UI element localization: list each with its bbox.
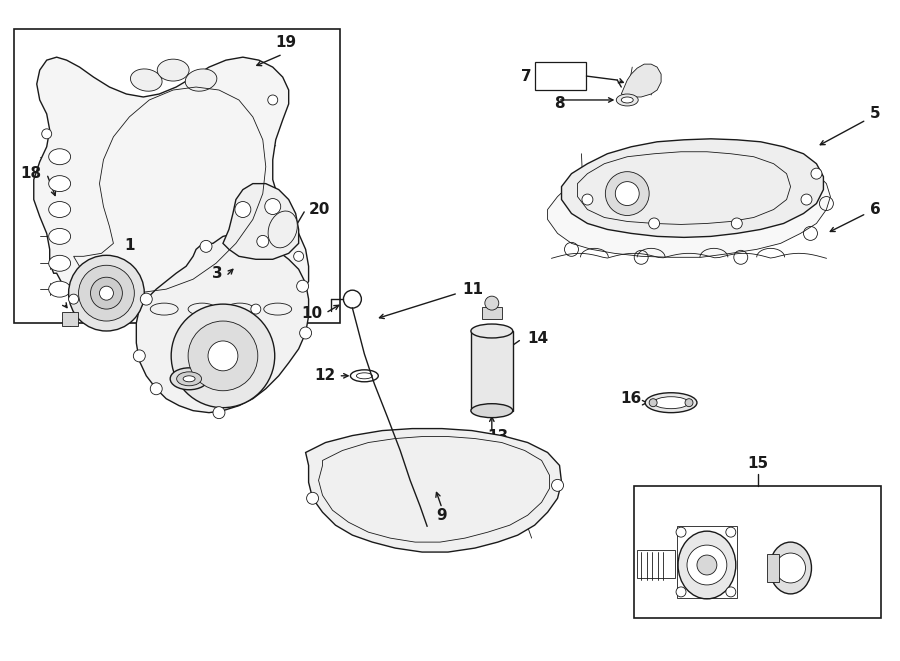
Circle shape — [150, 383, 162, 395]
Ellipse shape — [170, 368, 208, 390]
Text: 15: 15 — [747, 456, 769, 471]
Circle shape — [200, 241, 212, 253]
Text: 7: 7 — [521, 69, 532, 83]
Circle shape — [676, 587, 686, 597]
Circle shape — [811, 168, 822, 179]
Ellipse shape — [176, 372, 202, 386]
Circle shape — [100, 286, 113, 300]
Text: 9: 9 — [436, 508, 447, 524]
Ellipse shape — [621, 97, 634, 103]
Ellipse shape — [49, 149, 70, 165]
Bar — [637, 550, 675, 578]
Circle shape — [485, 296, 499, 310]
Text: 2: 2 — [54, 284, 65, 299]
Text: 4: 4 — [201, 356, 212, 371]
Circle shape — [140, 293, 152, 305]
Text: 13: 13 — [487, 428, 508, 444]
Text: 11: 11 — [462, 282, 483, 297]
Circle shape — [606, 172, 649, 215]
Ellipse shape — [653, 397, 688, 408]
Circle shape — [171, 304, 274, 408]
Text: 8: 8 — [554, 97, 565, 112]
Ellipse shape — [268, 211, 297, 248]
Ellipse shape — [49, 202, 70, 217]
Text: 16: 16 — [620, 391, 641, 407]
Circle shape — [256, 235, 269, 247]
Circle shape — [776, 553, 806, 583]
Bar — [61, 312, 77, 326]
Circle shape — [235, 202, 251, 217]
Circle shape — [268, 95, 278, 105]
Ellipse shape — [183, 376, 195, 382]
Circle shape — [300, 327, 311, 339]
Circle shape — [676, 527, 686, 537]
Bar — [535, 62, 587, 90]
Circle shape — [265, 198, 281, 214]
Circle shape — [649, 218, 660, 229]
Circle shape — [685, 399, 693, 407]
Bar — [767, 554, 778, 582]
Circle shape — [208, 341, 238, 371]
Bar — [14, 29, 340, 323]
Bar — [471, 331, 513, 410]
Circle shape — [68, 294, 78, 304]
Bar — [677, 526, 737, 598]
Circle shape — [725, 527, 736, 537]
Polygon shape — [306, 428, 562, 552]
Circle shape — [725, 587, 736, 597]
Ellipse shape — [49, 281, 70, 297]
Circle shape — [649, 399, 657, 407]
Circle shape — [732, 218, 742, 229]
Ellipse shape — [471, 324, 513, 338]
Text: 12: 12 — [314, 368, 336, 383]
Text: 18: 18 — [21, 166, 41, 181]
Ellipse shape — [185, 69, 217, 91]
Ellipse shape — [645, 393, 697, 412]
Ellipse shape — [678, 531, 736, 599]
Circle shape — [188, 321, 257, 391]
Ellipse shape — [49, 176, 70, 192]
Circle shape — [307, 492, 319, 504]
Circle shape — [41, 129, 51, 139]
Text: 3: 3 — [212, 266, 223, 281]
Circle shape — [297, 280, 309, 292]
Text: 20: 20 — [309, 202, 330, 217]
Ellipse shape — [49, 255, 70, 271]
Polygon shape — [547, 152, 831, 257]
Circle shape — [78, 265, 134, 321]
Circle shape — [68, 255, 144, 331]
Text: 17: 17 — [166, 345, 188, 360]
Text: 6: 6 — [870, 202, 881, 217]
Text: 10: 10 — [302, 305, 322, 321]
Ellipse shape — [158, 59, 189, 81]
Bar — [482, 307, 502, 319]
Text: 19: 19 — [275, 35, 296, 50]
Polygon shape — [34, 57, 309, 313]
Circle shape — [801, 194, 812, 205]
Polygon shape — [136, 233, 309, 412]
Circle shape — [552, 479, 563, 491]
Circle shape — [616, 182, 639, 206]
Circle shape — [582, 194, 593, 205]
Ellipse shape — [616, 94, 638, 106]
Circle shape — [133, 350, 145, 362]
Circle shape — [251, 304, 261, 314]
Ellipse shape — [770, 542, 812, 594]
Polygon shape — [223, 184, 299, 259]
Text: 14: 14 — [527, 331, 549, 346]
Polygon shape — [562, 139, 824, 237]
Circle shape — [697, 555, 717, 575]
Text: 1: 1 — [124, 239, 135, 253]
Ellipse shape — [471, 404, 513, 418]
Circle shape — [91, 277, 122, 309]
Bar — [634, 486, 881, 618]
Polygon shape — [621, 64, 662, 97]
Circle shape — [293, 251, 303, 261]
Circle shape — [213, 407, 225, 418]
Ellipse shape — [130, 69, 162, 91]
Ellipse shape — [49, 229, 70, 245]
Circle shape — [687, 545, 727, 585]
Text: 5: 5 — [870, 106, 881, 122]
